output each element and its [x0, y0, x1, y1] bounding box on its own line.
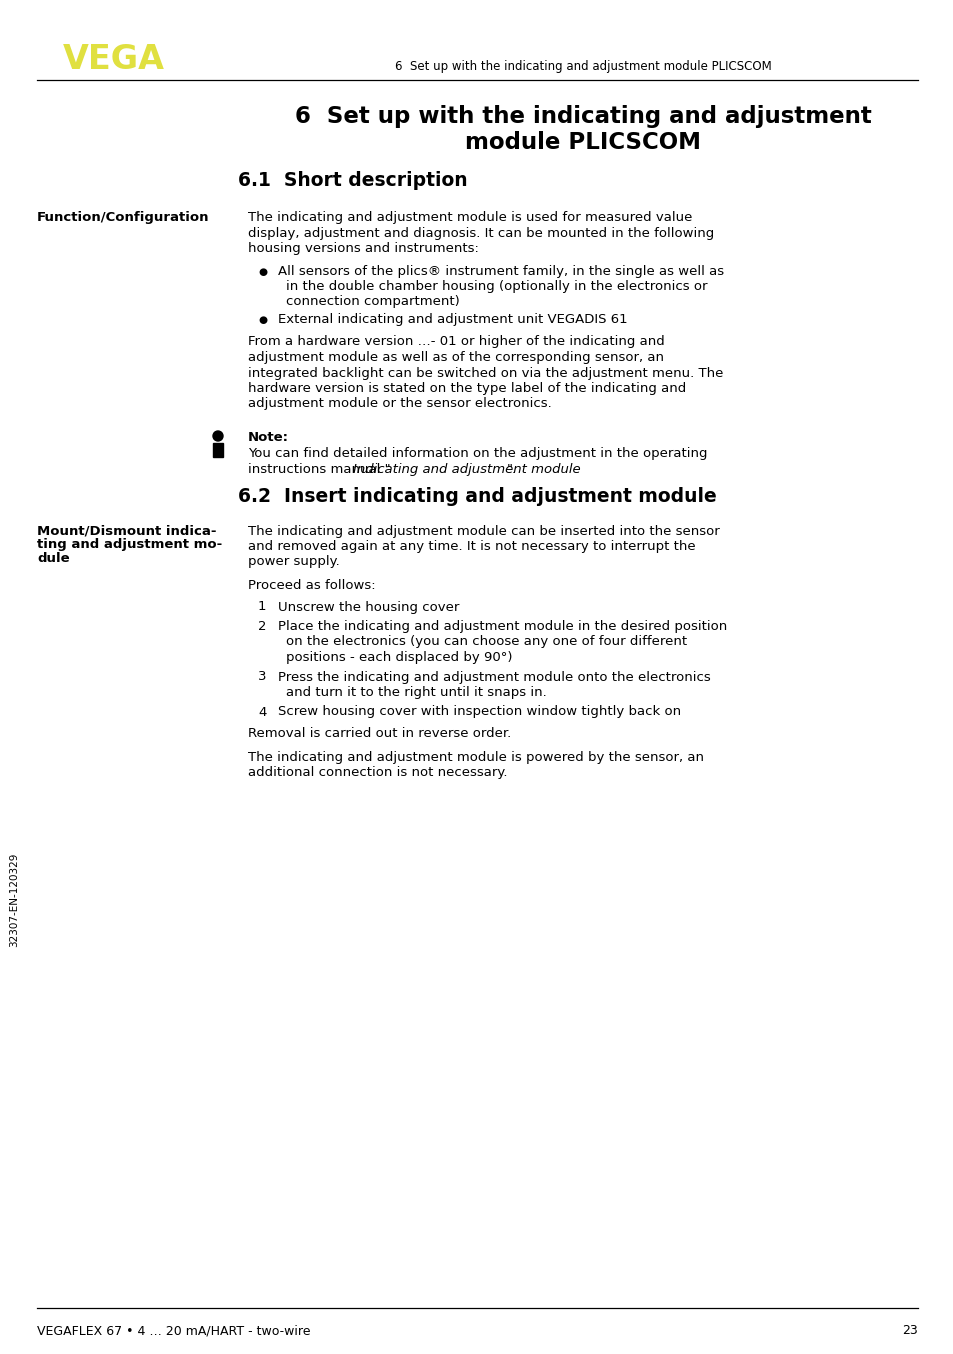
- Text: and removed again at any time. It is not necessary to interrupt the: and removed again at any time. It is not…: [248, 540, 695, 552]
- Text: hardware version is stated on the type label of the indicating and: hardware version is stated on the type l…: [248, 382, 685, 395]
- Text: Unscrew the housing cover: Unscrew the housing cover: [277, 601, 459, 613]
- Text: display, adjustment and diagnosis. It can be mounted in the following: display, adjustment and diagnosis. It ca…: [248, 226, 714, 240]
- Text: From a hardware version …- 01 or higher of the indicating and: From a hardware version …- 01 or higher …: [248, 336, 664, 348]
- Text: additional connection is not necessary.: additional connection is not necessary.: [248, 766, 507, 779]
- Text: adjustment module or the sensor electronics.: adjustment module or the sensor electron…: [248, 398, 551, 410]
- Text: integrated backlight can be switched on via the adjustment menu. The: integrated backlight can be switched on …: [248, 367, 722, 379]
- Text: dule: dule: [37, 551, 70, 565]
- Text: Proceed as follows:: Proceed as follows:: [248, 580, 375, 592]
- Text: instructions manual ": instructions manual ": [248, 463, 390, 477]
- Text: Removal is carried out in reverse order.: Removal is carried out in reverse order.: [248, 727, 511, 741]
- Text: 6  Set up with the indicating and adjustment module PLICSCOM: 6 Set up with the indicating and adjustm…: [395, 60, 771, 73]
- Text: 32307-EN-120329: 32307-EN-120329: [9, 853, 19, 948]
- Text: The indicating and adjustment module can be inserted into the sensor: The indicating and adjustment module can…: [248, 524, 719, 538]
- Text: and turn it to the right until it snaps in.: and turn it to the right until it snaps …: [286, 686, 546, 699]
- Circle shape: [213, 431, 223, 441]
- Text: 2: 2: [257, 620, 266, 634]
- Text: ●: ●: [257, 315, 267, 325]
- Text: Screw housing cover with inspection window tightly back on: Screw housing cover with inspection wind…: [277, 705, 680, 719]
- Polygon shape: [213, 443, 223, 458]
- Text: 3: 3: [257, 670, 266, 684]
- Text: Mount/Dismount indica-: Mount/Dismount indica-: [37, 524, 216, 538]
- Text: connection compartment): connection compartment): [286, 295, 459, 309]
- Text: Note:: Note:: [248, 431, 289, 444]
- Text: VEGAFLEX 67 • 4 … 20 mA/HART - two-wire: VEGAFLEX 67 • 4 … 20 mA/HART - two-wire: [37, 1324, 310, 1336]
- Text: External indicating and adjustment unit VEGADIS 61: External indicating and adjustment unit …: [277, 313, 627, 326]
- Text: Indicating and adjustment module: Indicating and adjustment module: [353, 463, 580, 477]
- Text: 1: 1: [257, 601, 266, 613]
- Text: ting and adjustment mo-: ting and adjustment mo-: [37, 538, 222, 551]
- Text: power supply.: power supply.: [248, 555, 339, 569]
- Text: housing versions and instruments:: housing versions and instruments:: [248, 242, 478, 255]
- Text: All sensors of the plics® instrument family, in the single as well as: All sensors of the plics® instrument fam…: [277, 264, 723, 278]
- Text: 23: 23: [902, 1324, 917, 1336]
- Text: module PLICSCOM: module PLICSCOM: [464, 131, 700, 154]
- Text: VEGA: VEGA: [63, 43, 165, 76]
- Text: You can find detailed information on the adjustment in the operating: You can find detailed information on the…: [248, 448, 707, 460]
- Text: in the double chamber housing (optionally in the electronics or: in the double chamber housing (optionall…: [286, 280, 707, 292]
- Text: ".: ".: [506, 463, 517, 477]
- Text: positions - each displaced by 90°): positions - each displaced by 90°): [286, 651, 512, 663]
- Text: adjustment module as well as of the corresponding sensor, an: adjustment module as well as of the corr…: [248, 351, 663, 364]
- Text: Function/Configuration: Function/Configuration: [37, 211, 210, 223]
- Text: Press the indicating and adjustment module onto the electronics: Press the indicating and adjustment modu…: [277, 670, 710, 684]
- Text: 4: 4: [257, 705, 266, 719]
- Text: 6.2  Insert indicating and adjustment module: 6.2 Insert indicating and adjustment mod…: [237, 486, 716, 505]
- Text: Place the indicating and adjustment module in the desired position: Place the indicating and adjustment modu…: [277, 620, 726, 634]
- Text: ●: ●: [257, 267, 267, 276]
- Text: 6  Set up with the indicating and adjustment: 6 Set up with the indicating and adjustm…: [294, 106, 870, 129]
- Text: The indicating and adjustment module is used for measured value: The indicating and adjustment module is …: [248, 211, 692, 223]
- Text: The indicating and adjustment module is powered by the sensor, an: The indicating and adjustment module is …: [248, 750, 703, 764]
- Text: 6.1  Short description: 6.1 Short description: [237, 171, 467, 190]
- Text: on the electronics (you can choose any one of four different: on the electronics (you can choose any o…: [286, 635, 686, 649]
